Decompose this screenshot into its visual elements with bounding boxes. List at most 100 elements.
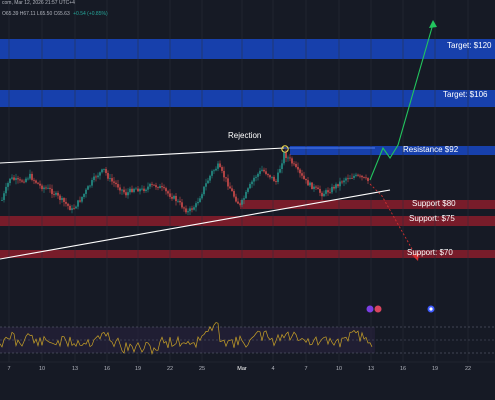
candle-body	[347, 178, 349, 180]
candle-body	[225, 177, 227, 179]
candle-body	[15, 178, 17, 180]
candle-body	[353, 175, 355, 178]
candle-body	[53, 194, 55, 195]
candle-body	[295, 163, 297, 167]
candle-body	[141, 188, 143, 190]
candle-body	[99, 172, 101, 176]
candle-body	[131, 188, 133, 192]
zone-2	[0, 90, 495, 107]
candle-body	[319, 188, 321, 193]
candle-body	[291, 158, 293, 164]
x-tick-label: 22	[166, 366, 174, 372]
candle-body	[195, 203, 197, 208]
candle-body	[23, 181, 25, 183]
candle-body	[81, 196, 83, 202]
candle-body	[47, 187, 49, 189]
candle-body	[149, 183, 151, 187]
candle-body	[271, 176, 273, 178]
x-tick-label: 22	[464, 366, 472, 372]
zone-label: Resistance $92	[403, 145, 459, 154]
candle-body	[137, 188, 139, 192]
bullish-projection	[369, 23, 434, 181]
candle-body	[201, 194, 203, 199]
candle-body	[241, 199, 243, 205]
candle-body	[133, 188, 135, 192]
candle-body	[275, 181, 277, 182]
ohlc-readout: O65.39 H67.11 L65.50 C65.63 +0.54 (+0.85…	[2, 11, 108, 17]
candle-body	[287, 157, 289, 159]
candle-body	[79, 200, 81, 202]
candle-body	[167, 191, 169, 194]
candle-body	[139, 188, 141, 192]
candle-body	[1, 199, 3, 201]
candle-body	[217, 163, 219, 169]
candle-body	[283, 152, 285, 164]
candle-body	[257, 173, 259, 177]
candle-body	[29, 173, 31, 179]
projections	[369, 20, 437, 261]
candle-body	[91, 180, 93, 186]
x-tick-label: 25	[198, 366, 206, 372]
candle-body	[151, 183, 153, 185]
candle-body	[325, 190, 327, 194]
candle-body	[267, 174, 269, 176]
candle-body	[71, 208, 73, 210]
candle-body	[157, 187, 159, 189]
candle-body	[55, 192, 57, 195]
lower-trendline	[0, 189, 391, 260]
candle-body	[277, 172, 279, 182]
zone-label: Support: $75	[409, 214, 455, 223]
candle-body	[255, 176, 257, 178]
candlesticks	[1, 149, 369, 216]
candle-body	[19, 179, 21, 181]
candle-body	[21, 180, 23, 182]
x-tick-label: 16	[103, 366, 111, 372]
candle-body	[363, 177, 365, 178]
candle-body	[3, 193, 5, 200]
zone-1	[0, 39, 495, 59]
candle-body	[209, 175, 211, 181]
candle-body	[161, 186, 163, 188]
rsi-line	[0, 322, 373, 355]
candle-body	[355, 174, 357, 176]
candle-body	[343, 180, 345, 183]
candle-body	[211, 171, 213, 176]
candle-body	[83, 193, 85, 197]
candle-body	[69, 205, 71, 210]
candle-body	[239, 203, 241, 205]
candle-body	[243, 198, 245, 200]
x-tick-label: 10	[38, 366, 46, 372]
x-tick-label: 7	[304, 366, 308, 372]
upper-trendline	[0, 147, 285, 164]
candle-body	[103, 169, 105, 170]
candle-body	[247, 188, 249, 192]
candle-body	[259, 170, 261, 174]
ohlc-values: O65.39 H67.11 L65.50 C65.63	[2, 11, 70, 17]
x-tick-label: 19	[431, 366, 439, 372]
candle-body	[145, 189, 147, 192]
bullish-arrowhead	[429, 20, 437, 28]
candle-body	[9, 178, 11, 184]
candle-body	[293, 163, 295, 165]
candle-body	[127, 192, 129, 196]
candle-body	[31, 173, 33, 180]
candle-body	[105, 169, 107, 174]
candle-body	[5, 186, 7, 194]
candle-body	[27, 178, 29, 180]
candle-body	[235, 196, 237, 202]
candle-body	[229, 186, 231, 189]
candle-body	[335, 184, 337, 189]
candle-body	[67, 203, 69, 206]
candle-body	[11, 177, 13, 179]
candle-body	[251, 181, 253, 185]
candle-body	[119, 187, 121, 191]
candle-body	[197, 202, 199, 204]
zone-4	[240, 200, 495, 209]
candle-body	[233, 191, 235, 197]
candle-body	[351, 177, 353, 179]
candle-body	[173, 195, 175, 199]
candle-body	[303, 175, 305, 179]
candle-body	[115, 182, 117, 185]
candle-body	[269, 175, 271, 178]
candle-body	[93, 176, 95, 181]
